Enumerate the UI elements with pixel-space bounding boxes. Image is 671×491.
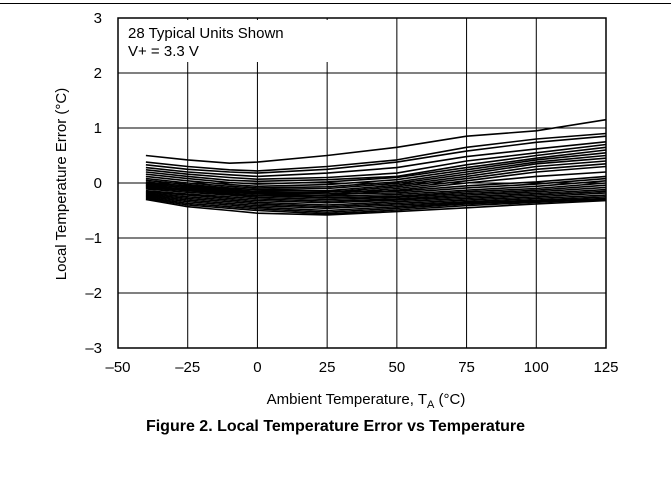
series-line [145,149,607,185]
series-line [145,118,607,164]
series-line [145,184,607,201]
series-line [145,146,607,183]
series-line [145,192,607,208]
series-line [145,196,607,213]
x-tick-label: 100 [524,359,549,376]
annotation-background [122,20,328,62]
grid [117,17,607,349]
x-tick-label: 75 [458,359,475,376]
x-tick-labels: –50 –25 0 25 50 75 100 125 [105,359,618,376]
y-tick-label: 2 [94,65,102,82]
figure-caption: Figure 2. Local Temperature Error vs Tem… [145,418,526,435]
series-line [145,175,607,193]
y-tick-label: –2 [85,285,102,302]
series-line [145,154,607,189]
x-tick-label: –25 [175,359,200,376]
y-tick-label: –3 [85,340,102,357]
series-line [145,143,607,180]
x-axis-title-main: Ambient Temperature, T [267,391,427,408]
x-tick-label: 0 [253,359,261,376]
series-line [145,195,607,212]
x-tick-label: 50 [389,359,406,376]
series-line [145,198,607,216]
x-tick-label: 125 [593,359,618,376]
x-axis-title-subscript: A [427,399,435,410]
annotation-units: 28 Typical Units Shown [128,25,284,42]
series-line [145,157,607,191]
series-lines [145,118,607,216]
annotation-supply: V+ = 3.3 V [128,43,199,60]
x-tick-label: 25 [319,359,336,376]
series-line [145,152,607,188]
series-line [145,190,607,206]
series-line [145,141,607,178]
y-tick-label: 0 [94,175,102,192]
x-tick-label: –50 [105,359,130,376]
series-line [145,194,607,210]
series-line [145,188,607,204]
series-line [145,197,607,215]
x-axis-title: Ambient Temperature, TA (°C) [267,391,466,410]
temperature-error-chart: –50 –25 0 25 50 75 100 125 –3 –2 –1 0 1 2 3 28 Typica… [53,10,619,410]
series-line [145,177,607,195]
series-line [145,135,607,174]
x-axis-title-unit: (°C) [434,391,465,408]
series-line [145,180,607,197]
plot-frame [117,17,607,349]
y-tick-label: 3 [94,10,102,27]
series-line [145,132,607,172]
series-line [145,182,607,199]
y-tick-label: 1 [94,120,102,137]
y-tick-labels: –3 –2 –1 0 1 2 3 [85,10,102,357]
y-tick-label: –1 [85,230,102,247]
top-rule [0,3,671,4]
series-line [145,186,607,202]
y-axis-title: Local Temperature Error (°C) [53,88,70,280]
